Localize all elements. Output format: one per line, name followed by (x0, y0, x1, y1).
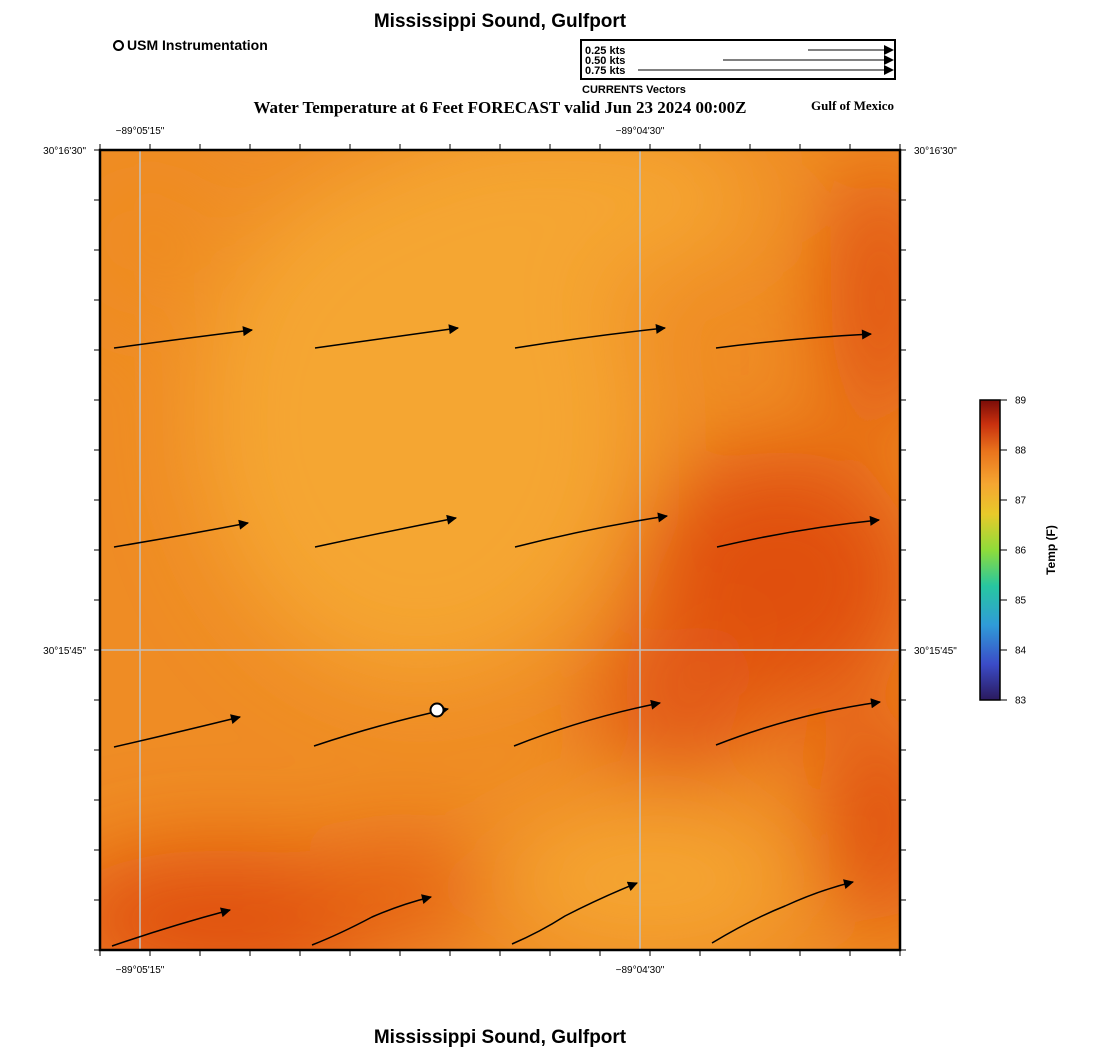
lon-label-top-1: −89°05'15" (116, 126, 165, 137)
current-vector (113, 326, 253, 349)
graticule (100, 150, 900, 950)
station-legend-label: USM Instrumentation (127, 37, 268, 53)
current-vector (711, 879, 854, 944)
colorbar-ticks: 89 88 87 86 85 84 83 (1000, 396, 1027, 707)
colorbar-ramp (979, 399, 1001, 701)
current-vector (514, 323, 666, 349)
current-vector (715, 329, 872, 349)
lon-label-bottom-1: −89°05'15" (116, 965, 165, 976)
map-subtitle: Water Temperature at 6 Feet FORECAST val… (253, 98, 747, 117)
current-vector (314, 324, 459, 349)
lat-label-right-2: 30°15'45" (914, 646, 957, 657)
lat-label-left-1: 30°16'30" (43, 146, 86, 157)
map-footer-title: Mississippi Sound, Gulfport (373, 1027, 627, 1048)
current-vector (511, 881, 638, 945)
colorbar-tick-label: 86 (1015, 546, 1027, 557)
current-vectors (111, 323, 881, 947)
current-vector (716, 515, 880, 548)
region-label: Gulf of Mexico (811, 98, 895, 113)
current-vector (514, 512, 668, 548)
colorbar-title: Temp (F) (1044, 525, 1058, 575)
scale-label-1: 0.25 kts (585, 45, 625, 57)
colorbar-tick-label: 89 (1015, 396, 1027, 407)
station-marker-icon (113, 39, 124, 51)
current-vector (113, 714, 241, 748)
vector-scale-legend: 0.25 kts 0.50 kts 0.75 kts (580, 39, 896, 80)
colorbar-tick-label: 87 (1015, 496, 1027, 507)
colorbar-tick-label: 85 (1015, 596, 1027, 607)
vector-scale-caption: CURRENTS Vectors (582, 84, 686, 96)
colorbar: 89 88 87 86 85 84 83 Temp (F) (979, 396, 1058, 707)
current-vector (715, 698, 881, 746)
colorbar-tick-label: 83 (1015, 696, 1027, 707)
lon-label-bottom-2: −89°04'30" (616, 965, 665, 976)
temperature-field (100, 150, 900, 950)
colorbar-tick-label: 88 (1015, 446, 1027, 457)
usm-station-marker[interactable] (429, 702, 445, 718)
scale-label-3: 0.75 kts (585, 65, 625, 77)
current-vector (314, 514, 457, 548)
current-vector (113, 519, 249, 548)
lat-label-right-1: 30°16'30" (914, 146, 957, 157)
lat-label-left-2: 30°15'45" (43, 646, 86, 657)
map-title: Mississippi Sound, Gulfport (373, 11, 627, 32)
colorbar-tick-label: 84 (1015, 646, 1027, 657)
current-vector (513, 699, 661, 747)
frame-ticks (94, 144, 906, 956)
current-vector (311, 894, 432, 946)
current-vector (111, 907, 231, 947)
scale-label-2: 0.50 kts (585, 55, 625, 67)
station-legend: USM Instrumentation (113, 37, 268, 53)
lon-label-top-2: −89°04'30" (616, 126, 665, 137)
